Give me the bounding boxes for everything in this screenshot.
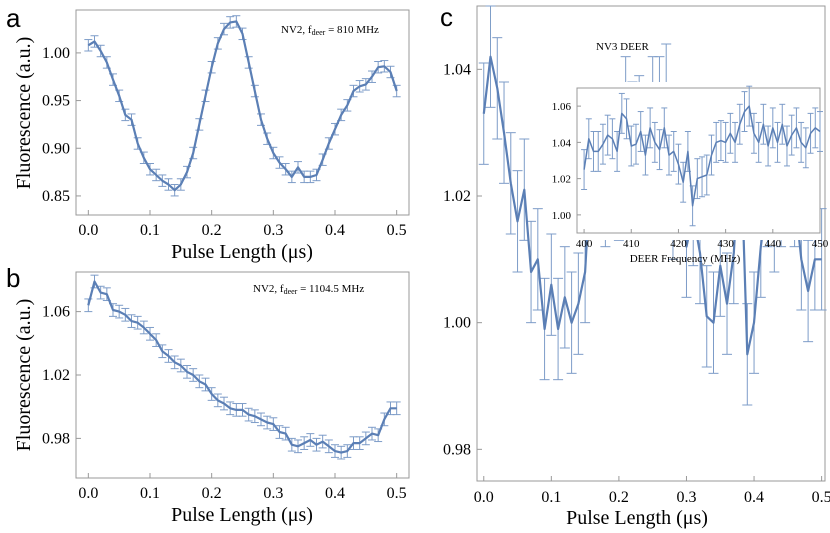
y-tick-label-i: 1.02 bbox=[552, 174, 571, 186]
x-tick-label-c: 0.3 bbox=[676, 489, 696, 506]
x-tick-label-c: 0.2 bbox=[609, 489, 629, 506]
y-tick-label-a: 0.95 bbox=[42, 93, 70, 110]
x-axis-title-inset: DEER Frequency (MHz) bbox=[630, 253, 741, 265]
y-tick-label-i: 1.06 bbox=[552, 101, 572, 113]
y-tick-label-b: 1.06 bbox=[42, 304, 70, 321]
y-tick-label-c: 1.04 bbox=[443, 61, 471, 78]
plot-frame-c bbox=[476, 5, 826, 482]
series-line-a bbox=[87, 20, 398, 192]
x-axis-title-b: Pulse Length (μs) bbox=[171, 504, 313, 526]
x-tick-label-i: 450 bbox=[812, 238, 829, 250]
x-tick-label-a: 0.2 bbox=[202, 222, 222, 239]
x-tick-label-b: 0.1 bbox=[140, 485, 160, 502]
annotation-b: NV2, fdeer = 1104.5 MHz bbox=[253, 283, 364, 296]
x-tick-label-c: 0.1 bbox=[541, 489, 561, 506]
inset-background bbox=[570, 82, 820, 240]
y-tick-label-a: 0.85 bbox=[42, 188, 70, 205]
x-tick-label-b: 0.2 bbox=[202, 485, 222, 502]
chart-panel-a: 0.0 0.1 0.2 0.3 0.4 0.5 0.85 0.90 0.95 1.00 NV2, … bbox=[13, 9, 410, 263]
x-tick-label-a: 0.5 bbox=[387, 222, 407, 239]
series-line-b bbox=[87, 280, 397, 454]
x-axis-title-c: Pulse Length (μs) bbox=[566, 507, 708, 529]
y-tick-label-a: 1.00 bbox=[42, 45, 70, 62]
plot-frame-a bbox=[75, 9, 410, 216]
x-tick-label-a: 0.0 bbox=[78, 222, 98, 239]
y-tick-label-c: 1.00 bbox=[443, 315, 471, 332]
series-line-inset bbox=[583, 105, 821, 207]
y-tick-label-i: 1.04 bbox=[552, 137, 572, 149]
axis-ticks-a: 0.0 0.1 0.2 0.3 0.4 0.5 0.85 0.90 0.95 1.00 bbox=[42, 45, 407, 239]
annotation-a: NV2, fdeer = 810 MHz bbox=[281, 24, 379, 37]
x-tick-label-c: 0.5 bbox=[812, 489, 830, 506]
error-bars-a bbox=[84, 15, 401, 197]
error-bars-b bbox=[84, 274, 401, 460]
inset-title: NV3 DEER bbox=[596, 41, 650, 53]
y-axis-title-a: Fluorescence (a.u.) bbox=[13, 37, 35, 190]
plot-frame-inset bbox=[576, 87, 821, 234]
plot-frame-b bbox=[75, 271, 410, 479]
y-tick-label-b: 0.98 bbox=[42, 430, 70, 447]
x-tick-label-b: 0.5 bbox=[387, 485, 407, 502]
axis-ticks-b: 0.0 0.1 0.2 0.3 0.4 0.5 0.98 1.02 1.06 bbox=[42, 304, 407, 502]
y-tick-label-c: 0.98 bbox=[443, 441, 471, 458]
x-axis-title-a: Pulse Length (μs) bbox=[171, 241, 313, 263]
x-tick-label-i: 400 bbox=[576, 238, 593, 250]
x-tick-label-a: 0.1 bbox=[140, 222, 160, 239]
panel-letter-a: a bbox=[6, 3, 21, 33]
x-tick-label-b: 0.3 bbox=[263, 485, 283, 502]
x-tick-label-a: 0.4 bbox=[325, 222, 345, 239]
panel-letter-b: b bbox=[6, 263, 20, 293]
x-tick-label-i: 430 bbox=[717, 238, 734, 250]
y-tick-label-c: 1.02 bbox=[443, 188, 471, 205]
chart-panel-b: 0.0 0.1 0.2 0.3 0.4 0.5 0.98 1.02 1.06 NV2, fdee… bbox=[13, 271, 410, 526]
x-tick-label-b: 0.4 bbox=[325, 485, 345, 502]
y-tick-label-a: 0.90 bbox=[42, 140, 70, 157]
x-tick-label-b: 0.0 bbox=[78, 485, 98, 502]
chart-inset-c: 400 410 420 430 440 450 1.00 1.02 1.04 1.06 NV3 D… bbox=[552, 41, 829, 265]
x-tick-label-i: 420 bbox=[670, 238, 687, 250]
panel-letter-c: c bbox=[440, 2, 453, 32]
axis-ticks-inset: 400 410 420 430 440 450 1.00 1.02 1.04 1.06 bbox=[552, 101, 829, 250]
y-tick-label-i: 1.00 bbox=[552, 210, 572, 222]
x-tick-label-c: 0.0 bbox=[474, 489, 494, 506]
y-axis-title-b: Fluorescence (a.u.) bbox=[13, 299, 35, 452]
x-tick-label-i: 410 bbox=[623, 238, 640, 250]
x-tick-label-i: 440 bbox=[765, 238, 782, 250]
x-tick-label-c: 0.4 bbox=[744, 489, 764, 506]
axis-ticks-c: 0.0 0.1 0.2 0.3 0.4 0.5 0.98 1.00 1.02 1.04 bbox=[443, 61, 830, 506]
x-tick-label-a: 0.3 bbox=[263, 222, 283, 239]
y-tick-label-b: 1.02 bbox=[42, 367, 70, 384]
